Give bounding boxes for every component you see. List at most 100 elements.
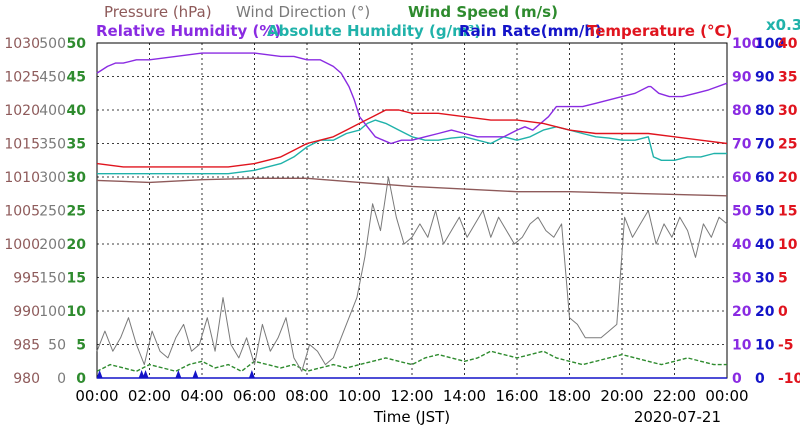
rain-tick: 70 xyxy=(755,137,775,153)
rain-markers xyxy=(96,370,255,378)
x-tick-label: 00:00 xyxy=(705,387,748,405)
wind-direction-tick: 350 xyxy=(39,137,66,153)
wind-direction-tick: 200 xyxy=(39,237,66,253)
rain-tick: 90 xyxy=(755,70,775,86)
humidity-tick: 20 xyxy=(732,304,752,320)
series-line xyxy=(96,109,728,168)
wind-speed-tick: 45 xyxy=(67,70,86,86)
series-line xyxy=(96,176,728,372)
wind-speed-tick: 5 xyxy=(76,338,86,354)
wind-speed-tick: 15 xyxy=(67,271,86,287)
pressure-tick: 1000 xyxy=(4,237,40,253)
axis-labels: 9809859909951000100510101015102010251030… xyxy=(4,36,800,405)
rain-marker xyxy=(138,370,145,378)
x-tick-label: 10:00 xyxy=(338,387,381,405)
temperature-tick: -10 xyxy=(778,371,800,387)
temperature-tick: 35 xyxy=(778,70,797,86)
temperature-tick: 20 xyxy=(778,170,798,186)
pressure-tick: 985 xyxy=(13,338,40,354)
x-tick-label: 08:00 xyxy=(285,387,328,405)
pressure-tick: 1005 xyxy=(4,204,40,220)
wind-speed-tick: 20 xyxy=(67,237,87,253)
x-tick-label: 14:00 xyxy=(443,387,486,405)
pressure-tick: 1020 xyxy=(4,103,40,119)
header-wind-speed: Wind Speed (m/s) xyxy=(408,3,558,21)
header-absolute-humidity: Absolute Humidity (g/m³) xyxy=(267,22,481,40)
pressure-tick: 995 xyxy=(13,271,40,287)
rain-tick: 40 xyxy=(755,237,775,253)
x-tick-label: 00:00 xyxy=(75,387,118,405)
x-tick-label: 12:00 xyxy=(390,387,433,405)
humidity-tick: 40 xyxy=(732,237,752,253)
humidity-tick: 90 xyxy=(732,70,752,86)
x-tick-label: 18:00 xyxy=(548,387,591,405)
pressure-tick: 1010 xyxy=(4,170,40,186)
temperature-tick: 15 xyxy=(778,204,797,220)
temperature-tick: -5 xyxy=(778,338,794,354)
wind-direction-tick: 150 xyxy=(39,271,66,287)
temperature-tick: 25 xyxy=(778,137,797,153)
rain-tick: 60 xyxy=(755,170,775,186)
x-tick-label: 16:00 xyxy=(495,387,538,405)
wind-direction-tick: 300 xyxy=(39,170,66,186)
series-layer xyxy=(96,52,728,379)
rain-tick: 0 xyxy=(755,371,765,387)
rain-tick: 80 xyxy=(755,103,775,119)
x-tick-label: 20:00 xyxy=(600,387,643,405)
pressure-tick: 1030 xyxy=(4,36,40,52)
x-tick-label: 22:00 xyxy=(653,387,696,405)
wind-direction-tick: 50 xyxy=(48,338,66,354)
header-pressure: Pressure (hPa) xyxy=(104,3,212,21)
wind-direction-tick: 450 xyxy=(39,70,66,86)
chart-date: 2020-07-21 xyxy=(634,408,721,426)
x-tick-label: 06:00 xyxy=(233,387,276,405)
rain-tick: 30 xyxy=(755,271,775,287)
series-line xyxy=(97,119,727,175)
temperature-tick: 10 xyxy=(778,237,798,253)
wind-direction-tick: 100 xyxy=(39,304,66,320)
rain-tick: 20 xyxy=(755,304,775,320)
wind-direction-tick: 500 xyxy=(39,36,66,52)
rain-marker xyxy=(248,370,255,378)
header-scale-note: x0.3 xyxy=(766,16,800,34)
series-line xyxy=(96,177,728,197)
wind-speed-tick: 50 xyxy=(67,36,87,52)
x-tick-label: 02:00 xyxy=(128,387,171,405)
rain-tick: 50 xyxy=(755,204,775,220)
wind-speed-tick: 0 xyxy=(76,371,86,387)
temperature-tick: 0 xyxy=(778,304,788,320)
series-line xyxy=(96,350,727,372)
humidity-tick: 80 xyxy=(732,103,752,119)
header-temperature: Temperature (°C) xyxy=(587,22,732,40)
x-tick-label: 04:00 xyxy=(180,387,223,405)
header-wind-direction: Wind Direction (°) xyxy=(236,3,370,21)
humidity-tick: 70 xyxy=(732,137,752,153)
humidity-tick: 10 xyxy=(732,338,752,354)
header-relative-humidity: Relative Humidity (%) xyxy=(96,22,281,40)
humidity-tick: 0 xyxy=(732,371,742,387)
humidity-tick: 50 xyxy=(732,204,752,220)
pressure-tick: 990 xyxy=(13,304,40,320)
rain-marker xyxy=(175,370,182,378)
wind-direction-tick: 0 xyxy=(57,371,66,387)
grid xyxy=(97,43,727,378)
rain-tick: 10 xyxy=(755,338,775,354)
temperature-tick: 5 xyxy=(778,271,788,287)
x-axis-title: Time (JST) xyxy=(373,408,450,426)
temperature-tick: 40 xyxy=(778,36,798,52)
wind-speed-tick: 30 xyxy=(67,170,87,186)
rain-marker xyxy=(192,370,199,378)
rain-marker xyxy=(142,370,149,378)
wind-speed-tick: 10 xyxy=(67,304,87,320)
pressure-tick: 1015 xyxy=(4,137,40,153)
pressure-tick: 980 xyxy=(13,371,40,387)
wind-direction-tick: 250 xyxy=(39,204,66,220)
rain-marker xyxy=(96,370,103,378)
wind-speed-tick: 35 xyxy=(67,137,86,153)
rain-tick: 100 xyxy=(755,36,784,52)
temperature-tick: 30 xyxy=(778,103,798,119)
humidity-tick: 30 xyxy=(732,271,752,287)
header-rain-rate: Rain Rate(mm/h) xyxy=(459,22,602,40)
humidity-tick: 60 xyxy=(732,170,752,186)
